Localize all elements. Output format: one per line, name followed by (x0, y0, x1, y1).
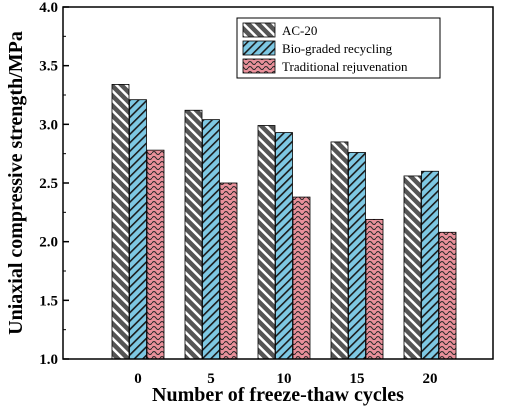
y-tick-label: 4.0 (39, 0, 58, 16)
bar-bio-graded-15 (348, 152, 366, 360)
legend-label-bio-graded: Bio-graded recycling (282, 41, 393, 56)
bar-traditional-5 (219, 182, 238, 360)
bar-ac20-10 (257, 125, 276, 360)
bars-layer (111, 84, 457, 360)
axis-layer: 0 5 10 15 20 1.0 1.5 2.0 2.5 3.0 3.5 4.0 (39, 0, 437, 387)
bar-traditional-0 (146, 149, 165, 360)
x-tick-label: 5 (207, 371, 215, 387)
bar-ac20-5 (184, 109, 203, 360)
legend-swatch-traditional (242, 58, 276, 74)
legend-swatch-ac20 (242, 22, 276, 38)
x-tick-label: 15 (350, 371, 365, 387)
x-tick-label: 0 (134, 371, 142, 387)
x-axis-title: Number of freeze-thaw cycles (152, 384, 404, 406)
y-axis-title: Uniaxial compressive strength/MPa (5, 31, 27, 335)
bar-bio-graded-5 (202, 119, 220, 360)
legend-label-traditional: Traditional rejuvenation (282, 59, 408, 74)
y-tick-label: 2.0 (39, 235, 58, 251)
bar-ac20-20 (403, 175, 422, 360)
bar-ac20-0 (111, 84, 130, 360)
bar-traditional-10 (292, 196, 311, 360)
legend-label-ac20: AC-20 (282, 23, 317, 38)
x-tick-label: 10 (277, 371, 292, 387)
y-tick-label: 2.5 (39, 176, 58, 192)
bar-bio-graded-0 (129, 99, 147, 360)
bar-bio-graded-10 (275, 132, 293, 360)
bar-bio-graded-20 (421, 170, 439, 360)
x-tick-label: 20 (423, 371, 438, 387)
y-tick-label: 1.5 (39, 293, 58, 309)
bar-traditional-20 (438, 231, 457, 360)
bar-traditional-15 (365, 218, 384, 360)
legend: AC-20 Bio-graded recycling Traditional r… (236, 17, 441, 79)
legend-swatch-bio-graded (242, 40, 276, 56)
y-tick-label: 3.0 (39, 117, 58, 133)
bar-ac20-15 (330, 141, 349, 360)
plot-frame (62, 6, 494, 360)
y-tick-label: 3.5 (39, 59, 58, 75)
y-tick-label: 1.0 (39, 352, 58, 368)
